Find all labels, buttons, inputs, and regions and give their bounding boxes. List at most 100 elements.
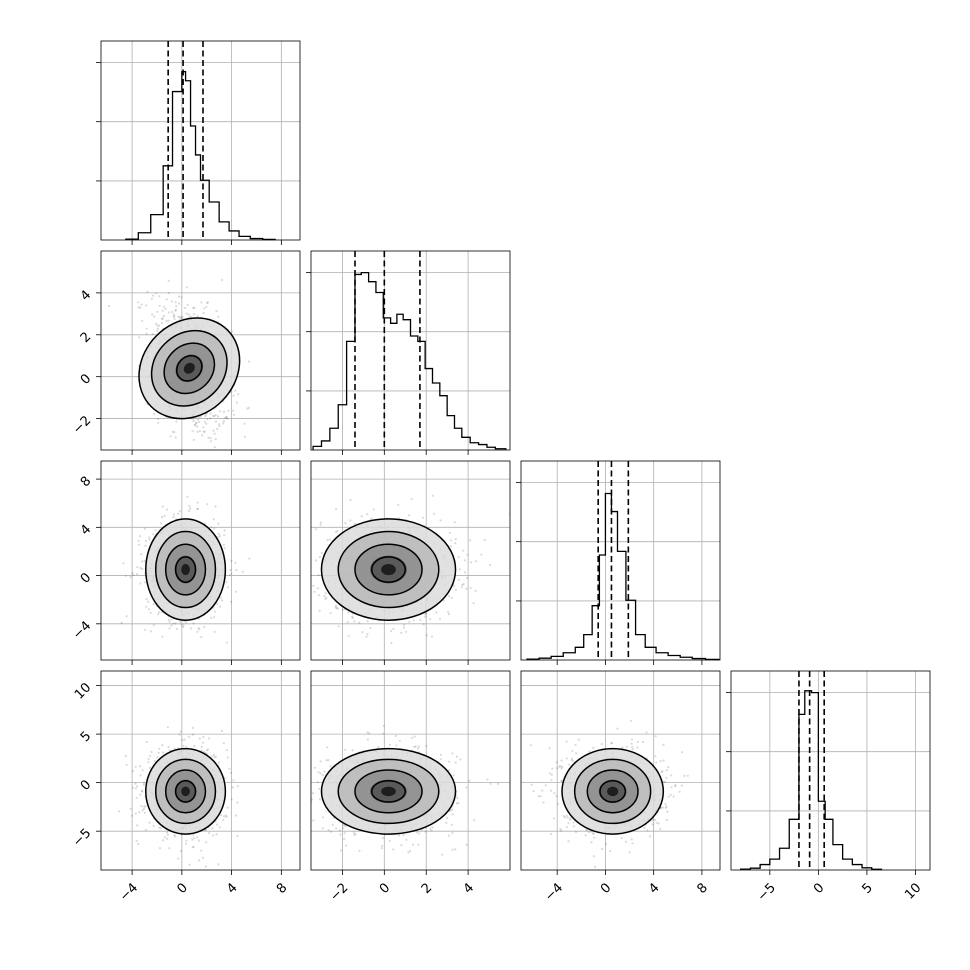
sample-point: [567, 840, 570, 843]
sample-point: [474, 589, 477, 593]
sample-point: [284, 785, 286, 787]
sample-point: [205, 749, 208, 752]
sample-point: [192, 312, 196, 316]
sample-point: [415, 831, 418, 834]
sample-point: [139, 582, 142, 585]
sample-point: [234, 389, 237, 392]
sample-point: [180, 315, 183, 318]
sample-point: [235, 401, 238, 404]
sample-point: [424, 615, 427, 618]
sample-point: [163, 514, 166, 518]
sample-point: [454, 848, 457, 851]
sample-point: [196, 430, 199, 433]
sample-point: [358, 849, 361, 852]
sample-point: [232, 779, 235, 782]
sample-point: [645, 731, 648, 734]
sample-point: [181, 625, 184, 629]
sample-point: [139, 774, 142, 777]
sample-point: [185, 312, 188, 315]
sample-point: [135, 796, 138, 800]
sample-point: [323, 594, 326, 598]
sample-point: [178, 620, 182, 623]
contour-line: [320, 518, 457, 621]
sample-point: [148, 766, 151, 769]
sample-point: [574, 743, 577, 747]
sample-point: [349, 519, 352, 522]
sample-point: [122, 562, 125, 565]
sample-point: [144, 805, 147, 808]
density-panel-1-2: [310, 460, 511, 661]
sample-point: [424, 613, 427, 616]
sample-point: [382, 724, 385, 728]
sample-point: [334, 531, 338, 534]
sample-point: [592, 832, 595, 835]
sample-point: [412, 619, 415, 622]
sample-point: [161, 317, 164, 321]
sample-point: [329, 765, 332, 768]
sample-point: [234, 814, 238, 817]
sample-point: [140, 303, 143, 306]
sample-point: [171, 430, 175, 433]
contour-line: [370, 779, 407, 803]
sample-point: [173, 431, 176, 434]
sample-point: [217, 863, 220, 866]
density-fill: [381, 563, 396, 576]
sample-point: [462, 549, 465, 552]
sample-point: [425, 634, 428, 637]
sample-point: [339, 833, 342, 836]
sample-point: [571, 749, 574, 752]
sample-point: [225, 416, 228, 419]
sample-point: [214, 438, 217, 441]
sample-point: [158, 847, 162, 850]
sample-point: [448, 531, 451, 535]
sample-point: [192, 845, 195, 848]
sample-point: [439, 519, 442, 522]
contour-line: [354, 543, 423, 596]
sample-point: [152, 603, 155, 606]
sample-point: [392, 627, 395, 631]
sample-point: [469, 539, 472, 542]
sample-point: [347, 634, 350, 637]
sample-point: [222, 818, 225, 821]
sample-point: [160, 322, 163, 325]
sample-point: [472, 602, 475, 605]
sample-point: [145, 740, 148, 744]
sample-point: [187, 509, 190, 512]
sample-point: [195, 422, 198, 425]
sample-point: [219, 605, 222, 608]
sample-point: [585, 829, 588, 832]
sample-point: [188, 454, 190, 456]
sample-point: [204, 413, 207, 417]
sample-point: [164, 836, 167, 839]
sample-point: [209, 412, 212, 415]
sample-point: [458, 568, 461, 571]
contour-line: [337, 758, 440, 825]
sample-point: [450, 823, 453, 826]
sample-point: [398, 739, 401, 742]
sample-point: [203, 625, 206, 628]
sample-point: [226, 417, 229, 420]
sample-point: [352, 831, 355, 834]
sample-point: [131, 571, 134, 575]
sample-point: [214, 505, 217, 508]
sample-point: [120, 621, 123, 625]
sample-point: [196, 507, 199, 510]
sample-point: [198, 430, 201, 433]
sample-point: [144, 539, 147, 543]
sample-point: [217, 532, 220, 536]
sample-point: [328, 538, 331, 541]
sample-point: [230, 771, 233, 775]
sample-point: [192, 837, 196, 840]
sample-point: [138, 336, 141, 339]
panel-frame: [100, 40, 301, 241]
sample-point: [157, 481, 159, 483]
sample-point: [157, 612, 160, 616]
sample-point: [226, 756, 229, 759]
sample-point: [382, 732, 385, 735]
sample-point: [317, 771, 320, 774]
sample-point: [156, 324, 159, 327]
sample-point: [222, 410, 226, 413]
sample-point: [192, 622, 195, 625]
sample-point: [334, 606, 337, 609]
sample-point: [194, 421, 198, 424]
